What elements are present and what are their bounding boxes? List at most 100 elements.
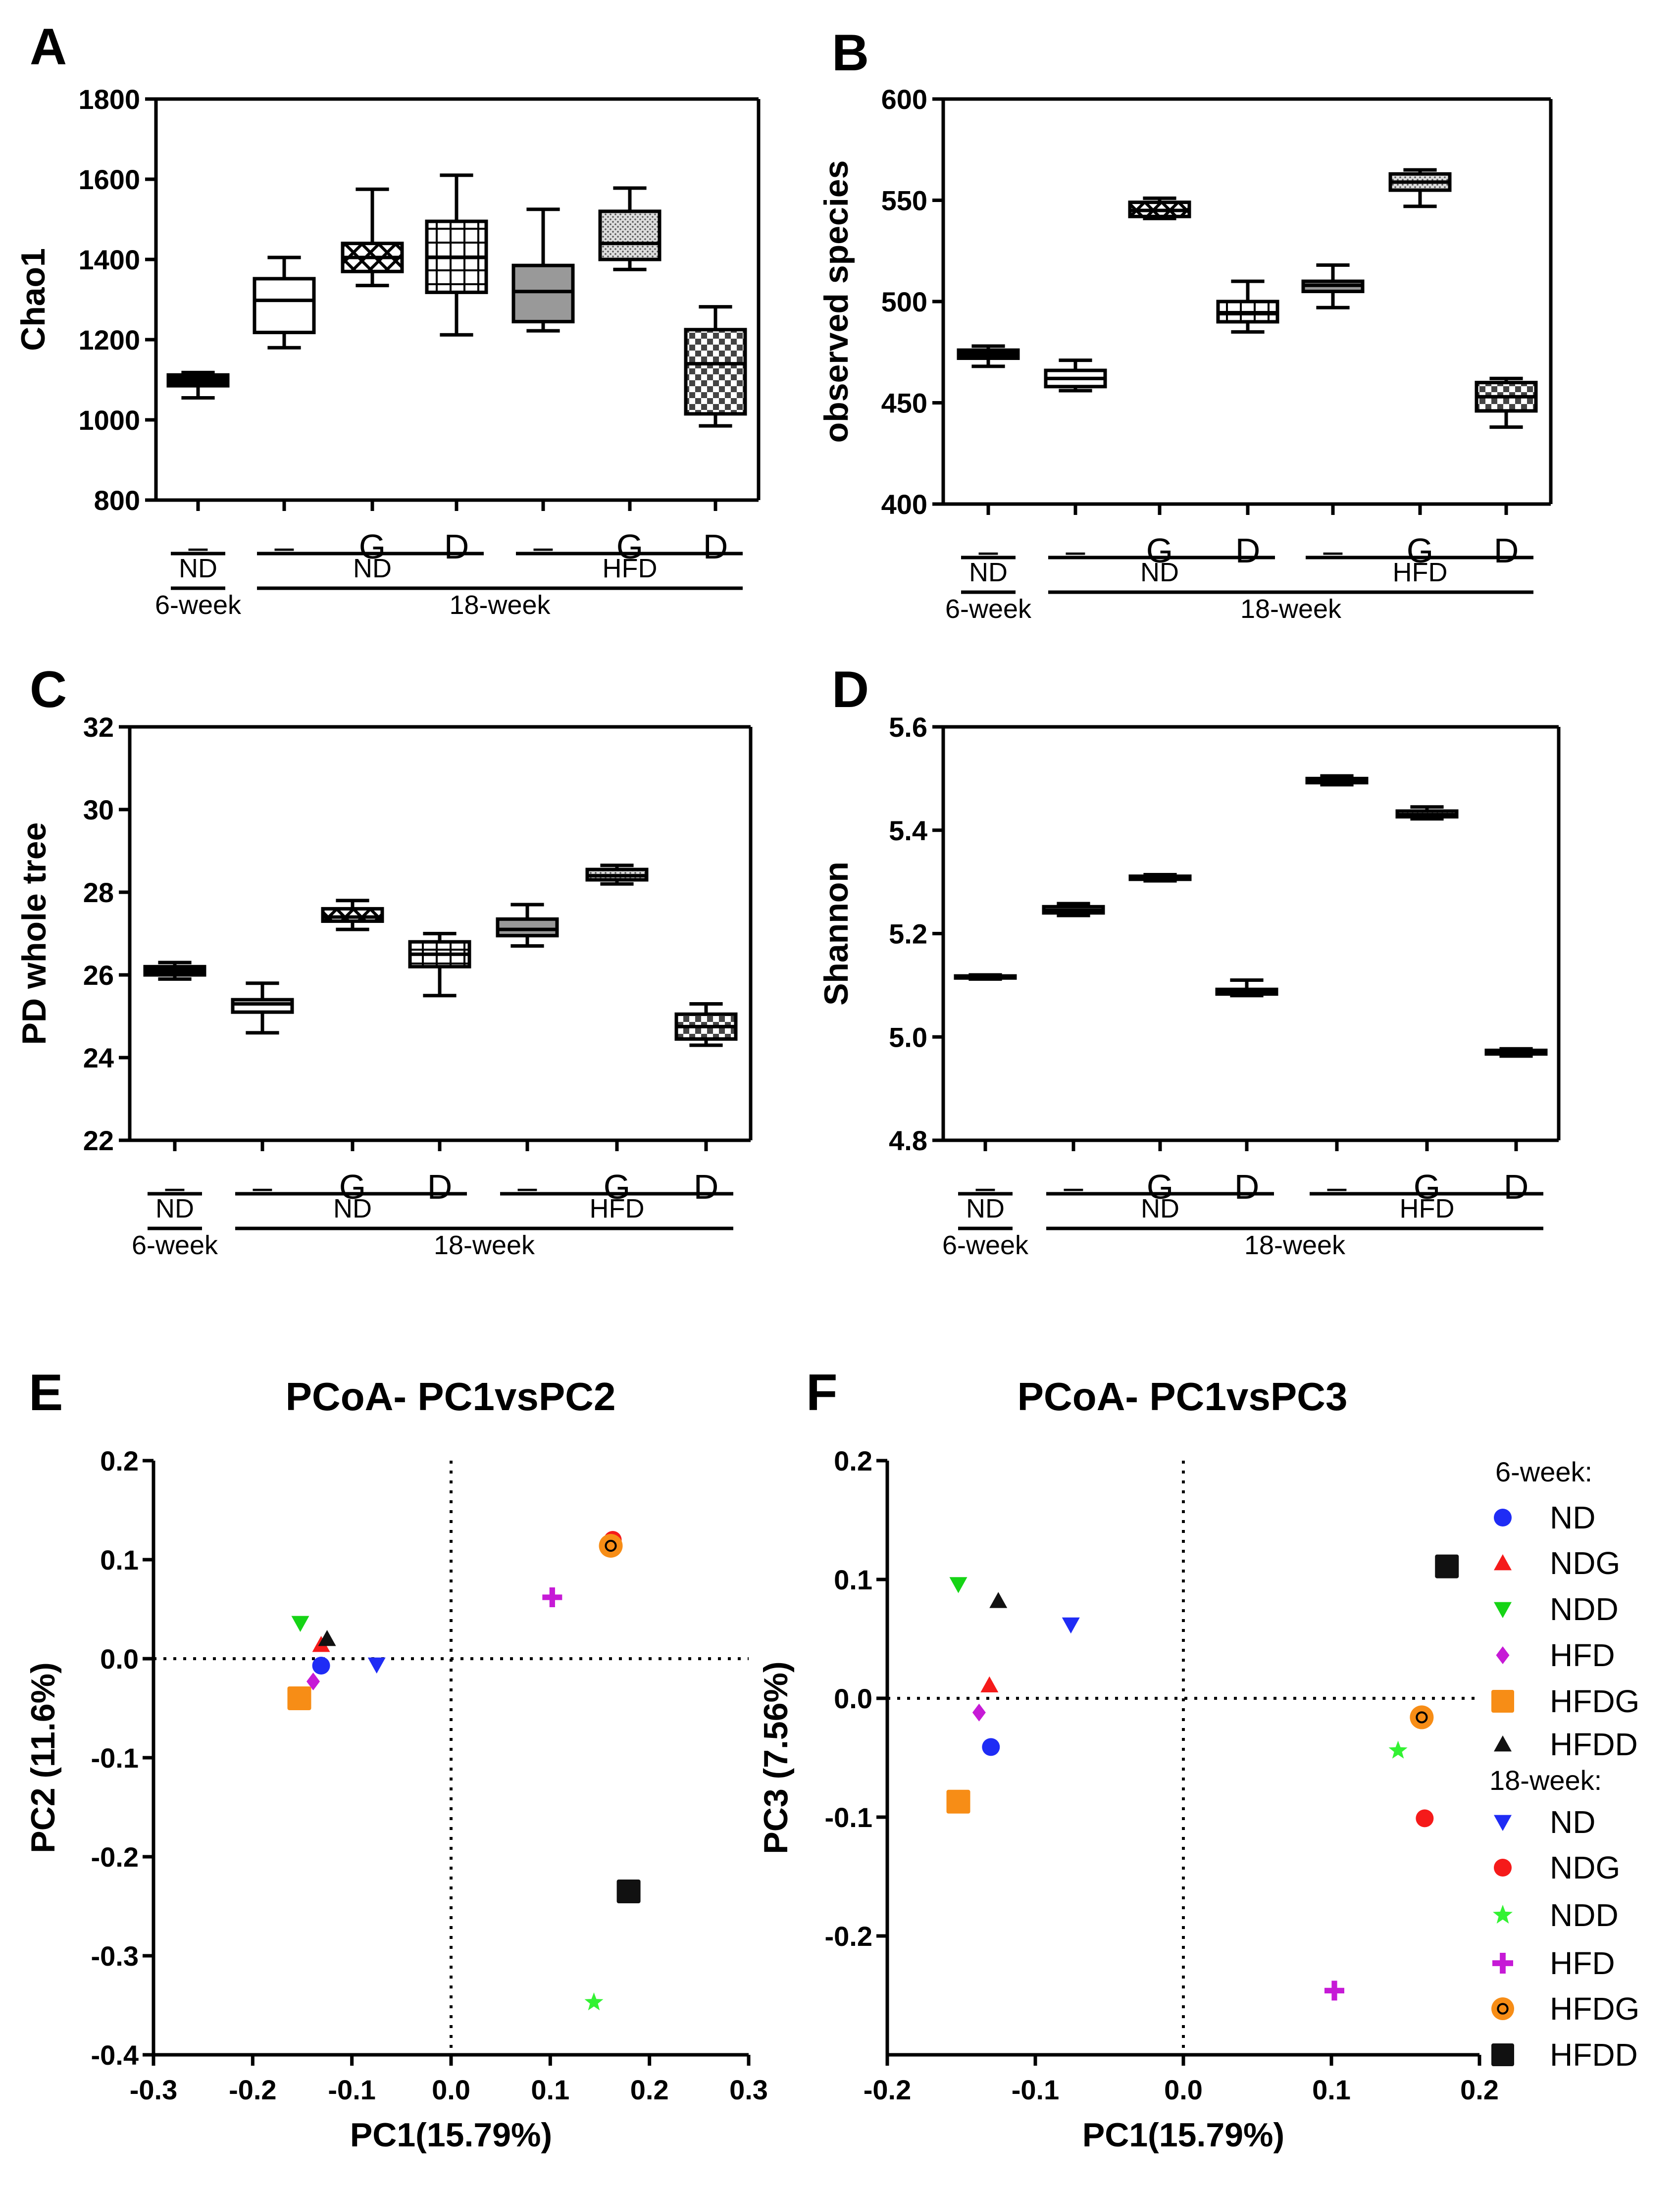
chao1-box-plot: 800 1000 1200 1400 1600 1800 Chao1 – – G D – G D ND 6-w… bbox=[14, 84, 761, 620]
y-tick-label: -0.3 bbox=[91, 1940, 139, 1972]
legend-marker bbox=[1492, 1953, 1513, 1974]
legend-marker bbox=[1493, 1905, 1513, 1924]
x-category-label: – bbox=[1066, 531, 1085, 570]
legend-marker bbox=[1494, 1735, 1512, 1752]
legend-label: ND bbox=[1550, 1500, 1595, 1535]
data-point bbox=[1410, 1705, 1434, 1729]
y-axis-label: PD whole tree bbox=[15, 822, 53, 1045]
x-tick-label: 0.2 bbox=[630, 2074, 669, 2105]
y-axis-label: PC3 (7.56%) bbox=[757, 1661, 795, 1854]
x-category-label: D bbox=[1234, 1168, 1260, 1206]
x-tick-label: 0.3 bbox=[729, 2074, 768, 2105]
y-axis-label: PC2 (11.6%) bbox=[24, 1662, 62, 1853]
panel-letter-a: A bbox=[30, 18, 67, 76]
legend-header-6week: 6-week: bbox=[1495, 1456, 1592, 1487]
legend-label: NDD bbox=[1550, 1897, 1619, 1933]
group-label-nd-6week: ND bbox=[966, 1194, 1005, 1223]
x-category-label: G bbox=[339, 1168, 366, 1206]
data-point bbox=[306, 1673, 320, 1690]
x-category-label: – bbox=[534, 527, 553, 566]
x-tick-label: -0.2 bbox=[864, 2074, 912, 2105]
panel-letter-e: E bbox=[29, 1364, 63, 1422]
x-category-label: G bbox=[359, 527, 386, 566]
legend-marker bbox=[1496, 1646, 1510, 1664]
group-label-nd-6week: ND bbox=[179, 554, 217, 583]
x-category-label: – bbox=[165, 1168, 185, 1206]
data-point bbox=[542, 1587, 562, 1607]
y-tick-label: 28 bbox=[83, 877, 114, 908]
x-tick-label: 0.0 bbox=[432, 2074, 470, 2105]
y-tick-label: 600 bbox=[881, 84, 927, 115]
x-category-label: – bbox=[518, 1168, 537, 1206]
x-category-label: – bbox=[979, 531, 998, 570]
data-point bbox=[291, 1616, 309, 1632]
legend-marker bbox=[1491, 1997, 1514, 2020]
legend-label: NDG bbox=[1550, 1850, 1620, 1885]
y-tick-label: 0.0 bbox=[100, 1643, 139, 1675]
group-label-nd-18week: ND bbox=[1141, 1194, 1179, 1223]
x-tick-label: 0.1 bbox=[1312, 2074, 1351, 2105]
pcoa-pc1-pc3-scatter: PCoA- PC1vsPC3 -0.2 -0.1 0.0 0.1 0.2 -0.2 -0.1 0… bbox=[757, 1374, 1499, 2154]
x-category-label: G bbox=[616, 527, 643, 566]
x-category-label: D bbox=[444, 527, 469, 566]
x-category-label: – bbox=[275, 527, 294, 566]
legend-label: HFD bbox=[1550, 1637, 1615, 1673]
y-tick-label: 0.1 bbox=[834, 1564, 872, 1595]
y-tick-label: 24 bbox=[83, 1042, 114, 1073]
y-tick-label: 550 bbox=[881, 185, 927, 216]
legend-header-18week: 18-week: bbox=[1489, 1765, 1602, 1796]
x-category-label: D bbox=[694, 1168, 719, 1206]
y-tick-label: 1200 bbox=[78, 324, 140, 356]
y-tick-label: 5.6 bbox=[889, 712, 927, 743]
group-label-hfd: HFD bbox=[1393, 558, 1448, 587]
legend-label: HFDD bbox=[1550, 1727, 1638, 1762]
x-category-label: D bbox=[1235, 531, 1261, 570]
data-point bbox=[946, 1789, 970, 1814]
y-tick-label: 30 bbox=[83, 794, 114, 825]
x-axis-label: PC1(15.79%) bbox=[350, 2116, 552, 2154]
data-point bbox=[287, 1686, 311, 1710]
group-label-hfd: HFD bbox=[603, 554, 658, 583]
group-label-18week: 18-week bbox=[449, 590, 551, 620]
legend-label: ND bbox=[1550, 1804, 1595, 1840]
group-label-hfd: HFD bbox=[1400, 1194, 1455, 1223]
panel-letter-f: F bbox=[806, 1364, 838, 1422]
pcoa-pc1-pc2-scatter: PCoA- PC1vsPC2-0.4-0.3-0.2-0.10.00.10.2-… bbox=[24, 1374, 768, 2154]
data-point bbox=[982, 1738, 1000, 1756]
group-label-6week: 6-week bbox=[132, 1230, 218, 1260]
y-tick-label: 500 bbox=[881, 286, 927, 317]
group-label-18week: 18-week bbox=[434, 1230, 535, 1260]
group-label-6week: 6-week bbox=[155, 590, 242, 620]
y-tick-label: 0.2 bbox=[834, 1445, 872, 1476]
x-category-label: – bbox=[1064, 1168, 1083, 1206]
legend: 6-week: 18-week: ND NDG NDD HFD HFDG HFDD ND NDG N… bbox=[1489, 1456, 1639, 2073]
box bbox=[511, 263, 575, 324]
x-category-label: G bbox=[1146, 531, 1173, 570]
data-point bbox=[980, 1676, 999, 1692]
data-point bbox=[1416, 1809, 1434, 1828]
group-label-6week: 6-week bbox=[945, 594, 1032, 624]
legend-marker bbox=[1491, 1690, 1514, 1713]
data-point bbox=[312, 1657, 330, 1675]
y-tick-label: 0.1 bbox=[100, 1544, 139, 1576]
y-tick-label: 26 bbox=[83, 960, 114, 991]
y-tick-label: -0.2 bbox=[91, 1841, 139, 1873]
data-point-outer bbox=[599, 1534, 623, 1558]
y-tick-label: -0.4 bbox=[91, 2039, 139, 2071]
legend-marker bbox=[1491, 2043, 1514, 2066]
x-tick-label: 0.2 bbox=[1460, 2074, 1499, 2105]
box bbox=[253, 277, 316, 334]
legend-marker bbox=[1494, 1859, 1512, 1877]
x-category-label: G bbox=[1147, 1168, 1173, 1206]
group-label-18week: 18-week bbox=[1240, 594, 1342, 624]
y-axis-label: Chao1 bbox=[14, 248, 52, 351]
y-tick-label: 5.2 bbox=[889, 918, 927, 950]
box bbox=[684, 328, 747, 416]
x-tick-label: -0.2 bbox=[229, 2074, 277, 2105]
x-category-label: G bbox=[1407, 531, 1433, 570]
x-category-label: – bbox=[1327, 1168, 1347, 1206]
legend-marker bbox=[1494, 1554, 1512, 1571]
group-label-18week: 18-week bbox=[1244, 1230, 1346, 1260]
data-point bbox=[616, 1880, 641, 1903]
legend-marker-outer bbox=[1491, 1997, 1514, 2020]
